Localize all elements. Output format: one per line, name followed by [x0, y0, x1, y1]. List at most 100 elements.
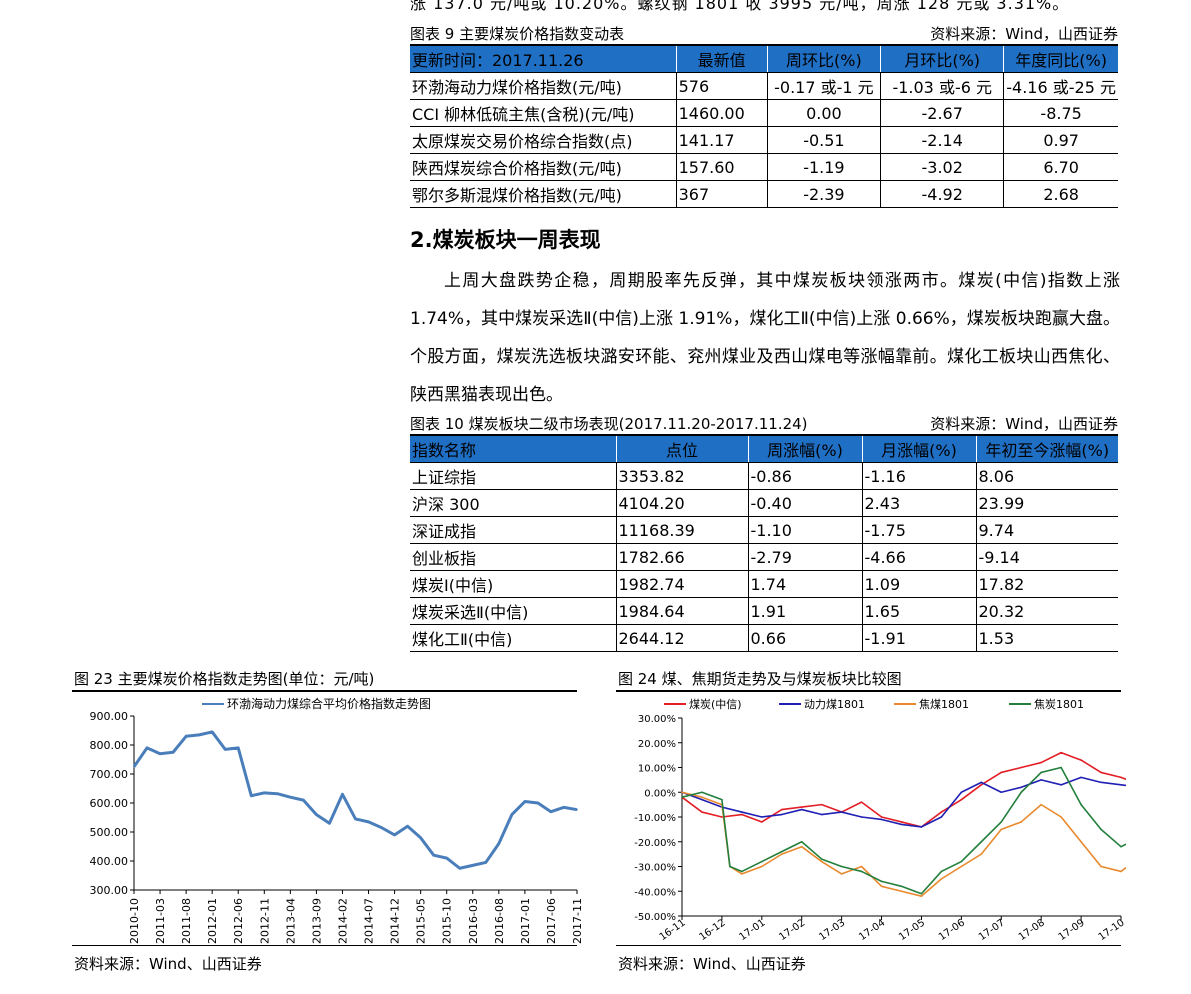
- data-point: [701, 791, 703, 794]
- data-point: [780, 808, 783, 811]
- table10-caption: 图表 10 煤炭板块二级市场表现(2017.11.20-2017.11.24): [410, 415, 808, 433]
- fig23-source: 资料来源：Wind、山西证券: [74, 955, 262, 973]
- y-tick-label: 500.00: [90, 826, 129, 839]
- x-tick-label: 17-03: [817, 917, 847, 943]
- data-point: [900, 821, 903, 823]
- table10-row: 沪深 300 4104.20 -0.40 2.43 23.99: [410, 489, 1118, 517]
- data-point: [1060, 816, 1062, 818]
- table10-cell: -4.66: [862, 543, 977, 571]
- table10-row: 煤化工Ⅱ(中信) 2644.12 0.66 -1.91 1.53: [410, 624, 1118, 652]
- table9-cell: 157.60: [676, 153, 768, 181]
- data-point: [761, 821, 763, 823]
- data-point: [840, 811, 843, 813]
- data-point: [146, 747, 148, 749]
- data-point: [800, 808, 803, 811]
- table10-cell: -0.86: [748, 462, 863, 490]
- table10-row: 煤炭Ⅰ(中信) 1982.74 1.74 1.09 17.82: [410, 570, 1118, 598]
- data-point: [1020, 766, 1023, 769]
- data-point: [701, 811, 703, 813]
- table10-cell: -2.79: [748, 543, 863, 571]
- data-point: [1040, 779, 1042, 781]
- table10-cell: 17.82: [976, 570, 1118, 598]
- table10-cell: 9.74: [976, 516, 1118, 544]
- table9-cell: -2.67: [880, 99, 1005, 127]
- table9-cell: 0.97: [1003, 126, 1118, 154]
- data-point: [498, 842, 500, 845]
- table9-cell: 6.70: [1003, 153, 1118, 181]
- data-point: [780, 813, 783, 816]
- table10-top-rule: [410, 434, 1118, 436]
- data-point: [341, 793, 344, 796]
- data-point: [380, 826, 383, 829]
- x-tick-label: 2013-04: [284, 898, 297, 944]
- data-point: [328, 822, 331, 825]
- data-point: [354, 818, 357, 820]
- fig24-source: 资料来源：Wind、山西证券: [618, 955, 806, 973]
- x-tick-label: 2012-06: [232, 898, 245, 944]
- table10-cell: 2.43: [862, 489, 977, 517]
- fig24-chart: -50.00% -40.00% -30.00% -20.00% -10.00% 0.00%…: [634, 698, 1126, 943]
- table9-row: CCI 柳林低硫主焦(含税)(元/吨) 1460.00 0.00 -2.67 -8.75: [410, 99, 1118, 127]
- data-point: [960, 865, 963, 868]
- x-tick-label: 2017-06: [545, 898, 558, 944]
- data-point: [1100, 781, 1102, 784]
- x-tick-label: 2014-12: [389, 898, 402, 944]
- table10-row: 深证成指 11168.39 -1.10 -1.75 9.74: [410, 516, 1118, 544]
- table9-row: 太原煤炭交易价格综合指数(点) 141.17 -0.51 -2.14 0.97: [410, 126, 1118, 154]
- data-point: [524, 800, 526, 803]
- table10-cell: 煤炭采选Ⅱ(中信): [410, 597, 617, 625]
- table9-row: 鄂尔多斯混煤价格指数(元/吨) 367 -2.39 -4.92 2.68: [410, 180, 1118, 208]
- x-tick-label: 17-06: [937, 917, 967, 943]
- table10-cell: 煤化工Ⅱ(中信): [410, 624, 617, 652]
- data-point: [1000, 771, 1003, 774]
- data-point: [1040, 803, 1042, 806]
- fig23-top-rule: [72, 690, 577, 692]
- data-point: [820, 860, 823, 863]
- data-point: [445, 857, 448, 859]
- data-point: [820, 803, 823, 806]
- data-point: [980, 853, 983, 855]
- data-point: [681, 796, 683, 798]
- data-point: [900, 885, 903, 888]
- data-point: [920, 892, 923, 895]
- x-tick-label: 2015-05: [415, 898, 428, 944]
- data-point: [960, 860, 963, 863]
- fig24-bottom-rule: [616, 945, 1121, 946]
- table10-cell: 1782.66: [616, 543, 749, 571]
- data-point: [980, 840, 983, 843]
- data-point: [900, 890, 903, 893]
- data-point: [1040, 771, 1042, 774]
- y-tick-label: 20.00%: [638, 739, 676, 750]
- data-point: [237, 747, 240, 749]
- table9-cell: CCI 柳林低硫主焦(含税)(元/吨): [410, 99, 677, 127]
- table10-cell: 1.53: [976, 624, 1118, 652]
- x-tick-label: 2011-03: [154, 898, 167, 944]
- table10-row: 煤炭采选Ⅱ(中信) 1984.64 1.91 1.65 20.32: [410, 597, 1118, 625]
- table9-header: 最新值: [676, 46, 768, 73]
- table10-cell: 11168.39: [616, 516, 749, 544]
- series-line: [681, 791, 1126, 897]
- data-point: [1040, 761, 1042, 764]
- data-point: [820, 813, 823, 816]
- x-tick-label: 2017-01: [519, 898, 532, 944]
- table9-cell: 鄂尔多斯混煤价格指数(元/吨): [410, 180, 677, 208]
- legend-label: 焦炭1801: [1034, 698, 1084, 711]
- y-tick-label: -40.00%: [634, 887, 676, 898]
- data-point: [880, 880, 883, 883]
- data-point: [1020, 791, 1023, 794]
- legend-label: 环渤海动力煤综合平均价格指数走势图: [227, 696, 431, 711]
- table10-cell: 1.65: [862, 597, 977, 625]
- table10-header: 月涨幅(%): [862, 436, 977, 463]
- table10-header: 指数名称: [410, 436, 617, 463]
- data-point: [880, 816, 883, 818]
- table9-cell: -4.92: [880, 180, 1005, 208]
- data-point: [1120, 870, 1122, 873]
- data-point: [721, 816, 723, 818]
- data-point: [1020, 786, 1023, 789]
- x-tick-label: 2014-02: [336, 898, 349, 944]
- data-point: [550, 810, 552, 813]
- data-point: [741, 870, 743, 873]
- x-tick-label: 16-12: [698, 917, 728, 943]
- data-point: [1100, 771, 1102, 774]
- table10-cell: -9.14: [976, 543, 1118, 571]
